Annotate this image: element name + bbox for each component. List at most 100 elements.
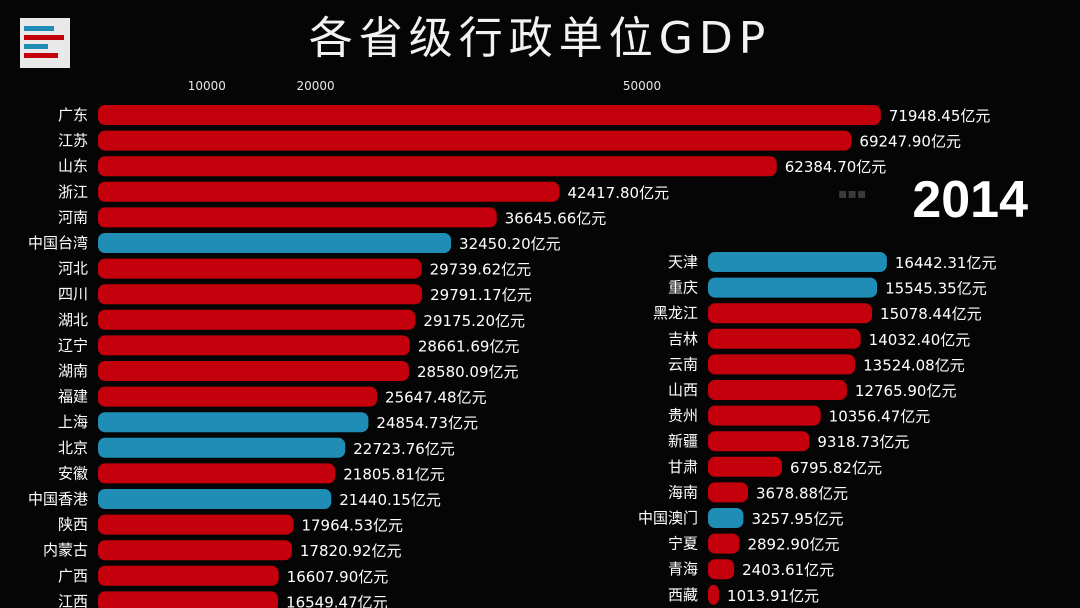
- bar: [708, 380, 847, 400]
- category-label: 内蒙古: [43, 541, 88, 559]
- bar: [98, 207, 497, 228]
- category-label: 湖北: [58, 311, 88, 329]
- bar: [708, 533, 740, 554]
- value-label: 13524.08亿元: [863, 356, 965, 374]
- value-label: 22723.76亿元: [353, 440, 455, 458]
- category-label: 安徽: [58, 464, 88, 482]
- bar: [98, 361, 409, 381]
- category-label: 江西: [58, 592, 88, 608]
- value-label: 14032.40亿元: [869, 331, 971, 349]
- category-label: 湖南: [58, 362, 88, 380]
- value-label: 36645.66亿元: [505, 209, 607, 227]
- value-label: 3678.88亿元: [756, 484, 848, 502]
- value-label: 21805.81亿元: [343, 465, 445, 483]
- value-label: 6795.82亿元: [790, 459, 882, 477]
- value-label: 3257.95亿元: [751, 510, 843, 528]
- watermark: ▪▪▪: [838, 186, 867, 202]
- category-label: 广东: [58, 106, 88, 124]
- value-label: 62384.70亿元: [785, 158, 887, 176]
- bar: [98, 386, 378, 407]
- category-label: 河北: [58, 260, 88, 278]
- category-label: 广西: [58, 567, 88, 585]
- bar: [708, 354, 856, 375]
- bar: [98, 105, 881, 125]
- value-label: 16607.90亿元: [287, 568, 389, 586]
- category-label: 黑龙江: [653, 304, 698, 322]
- value-label: 25647.48亿元: [385, 389, 487, 407]
- bar: [98, 284, 423, 305]
- bar: [708, 559, 735, 580]
- bar: [708, 277, 878, 298]
- value-label: 28661.69亿元: [418, 337, 520, 355]
- category-label: 江苏: [58, 132, 88, 150]
- value-label: 17964.53亿元: [301, 517, 403, 535]
- bar: [98, 591, 279, 608]
- category-label: 福建: [58, 388, 88, 406]
- value-label: 29739.62亿元: [430, 261, 532, 279]
- bar: [98, 156, 777, 177]
- value-label: 2892.90亿元: [747, 536, 839, 554]
- bar: [98, 437, 346, 458]
- category-label: 中国澳门: [638, 509, 698, 527]
- category-label: 浙江: [58, 183, 88, 201]
- value-label: 32450.20亿元: [459, 235, 561, 253]
- value-label: 9318.73亿元: [817, 433, 909, 451]
- bar: [98, 181, 560, 202]
- category-label: 四川: [58, 285, 88, 303]
- category-label: 中国香港: [28, 490, 88, 508]
- category-label: 陕西: [58, 516, 88, 534]
- bar: [708, 456, 782, 477]
- value-label: 29791.17亿元: [430, 286, 532, 304]
- bar: [98, 412, 369, 433]
- value-label: 17820.92亿元: [300, 542, 402, 560]
- bar: [98, 565, 279, 586]
- bar: [98, 540, 292, 561]
- bar: [98, 489, 332, 509]
- bar: [708, 508, 744, 528]
- value-label: 21440.15亿元: [339, 491, 441, 509]
- bar: [708, 328, 861, 349]
- bar: [708, 584, 720, 605]
- category-label: 山西: [668, 381, 698, 399]
- bar: [708, 405, 821, 426]
- bar: [708, 431, 810, 452]
- bar: [98, 309, 416, 330]
- value-label: 16442.31亿元: [895, 254, 997, 272]
- value-label: 28580.09亿元: [417, 363, 519, 381]
- value-label: 12765.90亿元: [855, 382, 957, 400]
- category-label: 辽宁: [58, 336, 88, 354]
- value-label: 2403.61亿元: [742, 561, 834, 579]
- category-label: 吉林: [668, 330, 698, 348]
- category-label: 重庆: [668, 279, 698, 297]
- x-tick-label: 10000: [188, 79, 226, 93]
- value-label: 10356.47亿元: [829, 408, 931, 426]
- value-label: 29175.20亿元: [423, 312, 525, 330]
- category-label: 河南: [58, 208, 88, 226]
- value-label: 15545.35亿元: [885, 280, 987, 298]
- value-label: 71948.45亿元: [889, 107, 991, 125]
- bar: [708, 482, 749, 503]
- value-label: 69247.90亿元: [859, 133, 961, 151]
- bar: [98, 514, 294, 535]
- app-logo-icon: [20, 18, 70, 68]
- bar: [98, 258, 422, 279]
- category-label: 山东: [58, 157, 88, 175]
- chart-title: 各省级行政单位GDP: [308, 13, 772, 64]
- category-label: 天津: [668, 253, 698, 271]
- category-label: 西藏: [668, 586, 698, 604]
- category-label: 贵州: [668, 407, 698, 425]
- value-label: 16549.47亿元: [286, 593, 388, 608]
- x-tick-label: 20000: [297, 79, 335, 93]
- bar: [98, 130, 852, 151]
- category-label: 宁夏: [668, 535, 698, 553]
- value-label: 1013.91亿元: [727, 587, 819, 605]
- category-label: 中国台湾: [28, 234, 88, 252]
- bar: [98, 335, 410, 356]
- category-label: 甘肃: [668, 458, 698, 476]
- category-label: 新疆: [668, 432, 698, 450]
- category-label: 北京: [58, 439, 88, 457]
- bar: [98, 233, 452, 253]
- category-label: 青海: [668, 560, 698, 578]
- x-tick-label: 50000: [623, 79, 661, 93]
- value-label: 15078.44亿元: [880, 305, 982, 323]
